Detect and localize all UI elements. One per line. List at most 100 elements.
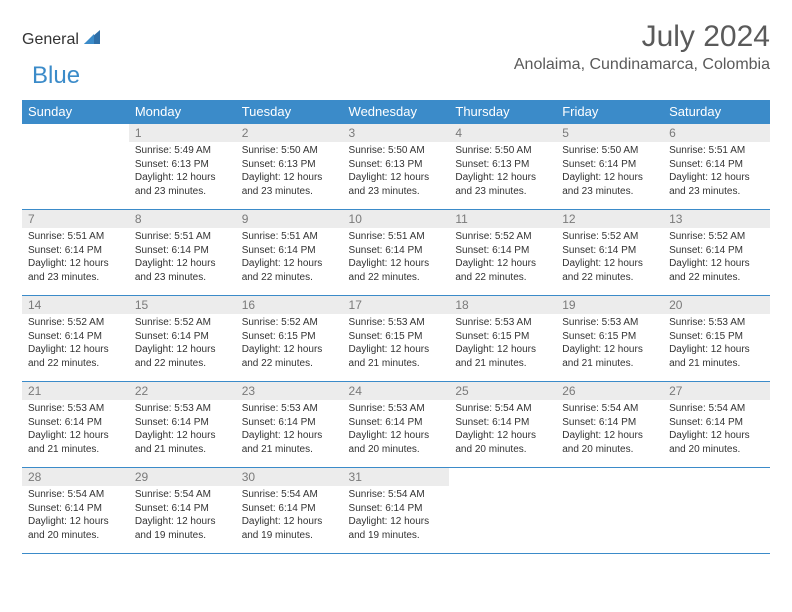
- sunset-line: Sunset: 6:13 PM: [455, 158, 550, 172]
- day-info: Sunrise: 5:54 AMSunset: 6:14 PMDaylight:…: [455, 402, 550, 456]
- calendar-day-cell: [449, 468, 556, 554]
- sunset-line: Sunset: 6:14 PM: [349, 244, 444, 258]
- sunset-line: Sunset: 6:13 PM: [135, 158, 230, 172]
- calendar-day-cell: 11Sunrise: 5:52 AMSunset: 6:14 PMDayligh…: [449, 210, 556, 296]
- day-info: Sunrise: 5:54 AMSunset: 6:14 PMDaylight:…: [28, 488, 123, 542]
- calendar-day-cell: 21Sunrise: 5:53 AMSunset: 6:14 PMDayligh…: [22, 382, 129, 468]
- day-number: 25: [449, 382, 556, 400]
- calendar-week-row: 21Sunrise: 5:53 AMSunset: 6:14 PMDayligh…: [22, 382, 770, 468]
- daylight-line: Daylight: 12 hours and 22 minutes.: [135, 343, 230, 370]
- calendar-day-cell: 18Sunrise: 5:53 AMSunset: 6:15 PMDayligh…: [449, 296, 556, 382]
- sunrise-line: Sunrise: 5:54 AM: [669, 402, 764, 416]
- daylight-line: Daylight: 12 hours and 19 minutes.: [135, 515, 230, 542]
- sunrise-line: Sunrise: 5:51 AM: [135, 230, 230, 244]
- sunrise-line: Sunrise: 5:54 AM: [455, 402, 550, 416]
- sunrise-line: Sunrise: 5:54 AM: [562, 402, 657, 416]
- daylight-line: Daylight: 12 hours and 23 minutes.: [455, 171, 550, 198]
- calendar-day-cell: 5Sunrise: 5:50 AMSunset: 6:14 PMDaylight…: [556, 124, 663, 210]
- brand-blue: Blue: [32, 62, 80, 90]
- sunset-line: Sunset: 6:14 PM: [562, 416, 657, 430]
- sunset-line: Sunset: 6:14 PM: [135, 330, 230, 344]
- daylight-line: Daylight: 12 hours and 23 minutes.: [28, 257, 123, 284]
- day-number: 2: [236, 124, 343, 142]
- calendar-day-cell: 10Sunrise: 5:51 AMSunset: 6:14 PMDayligh…: [343, 210, 450, 296]
- daylight-line: Daylight: 12 hours and 23 minutes.: [669, 171, 764, 198]
- sunrise-line: Sunrise: 5:49 AM: [135, 144, 230, 158]
- sunrise-line: Sunrise: 5:52 AM: [28, 316, 123, 330]
- calendar-day-cell: 30Sunrise: 5:54 AMSunset: 6:14 PMDayligh…: [236, 468, 343, 554]
- calendar-day-cell: 19Sunrise: 5:53 AMSunset: 6:15 PMDayligh…: [556, 296, 663, 382]
- daylight-line: Daylight: 12 hours and 19 minutes.: [242, 515, 337, 542]
- day-number: 22: [129, 382, 236, 400]
- sunrise-line: Sunrise: 5:50 AM: [562, 144, 657, 158]
- calendar-table: Sunday Monday Tuesday Wednesday Thursday…: [22, 100, 770, 554]
- day-info: Sunrise: 5:54 AMSunset: 6:14 PMDaylight:…: [349, 488, 444, 542]
- day-number: 29: [129, 468, 236, 486]
- sunset-line: Sunset: 6:14 PM: [28, 244, 123, 258]
- sunrise-line: Sunrise: 5:50 AM: [349, 144, 444, 158]
- day-info: Sunrise: 5:51 AMSunset: 6:14 PMDaylight:…: [242, 230, 337, 284]
- daylight-line: Daylight: 12 hours and 21 minutes.: [28, 429, 123, 456]
- calendar-day-cell: 17 Sunrise: 5:53 AMSunset: 6:15 PMDayligh…: [343, 296, 450, 382]
- day-info: Sunrise: 5:53 AMSunset: 6:15 PMDaylight:…: [669, 316, 764, 370]
- day-number: 1: [129, 124, 236, 142]
- day-number: 24: [343, 382, 450, 400]
- day-info: Sunrise: 5:52 AMSunset: 6:14 PMDaylight:…: [669, 230, 764, 284]
- weekday-header: Wednesday: [343, 100, 450, 124]
- sunset-line: Sunset: 6:13 PM: [349, 158, 444, 172]
- day-number: 3: [343, 124, 450, 142]
- day-info: Sunrise: 5:54 AMSunset: 6:14 PMDaylight:…: [135, 488, 230, 542]
- day-number: 28: [22, 468, 129, 486]
- calendar-week-row: 7Sunrise: 5:51 AMSunset: 6:14 PMDaylight…: [22, 210, 770, 296]
- day-number: 17: [343, 296, 450, 314]
- sunset-line: Sunset: 6:14 PM: [669, 244, 764, 258]
- day-number: 21: [22, 382, 129, 400]
- day-info: Sunrise: 5:53 AMSunset: 6:14 PMDaylight:…: [135, 402, 230, 456]
- calendar-day-cell: 16Sunrise: 5:52 AMSunset: 6:15 PMDayligh…: [236, 296, 343, 382]
- calendar-week-row: 14Sunrise: 5:52 AMSunset: 6:14 PMDayligh…: [22, 296, 770, 382]
- sunrise-line: Sunrise: 5:53 AM: [562, 316, 657, 330]
- weekday-header: Sunday: [22, 100, 129, 124]
- daylight-line: Daylight: 12 hours and 21 minutes.: [562, 343, 657, 370]
- daylight-line: Daylight: 12 hours and 23 minutes.: [562, 171, 657, 198]
- day-number: 23: [236, 382, 343, 400]
- sunrise-line: Sunrise: 5:53 AM: [135, 402, 230, 416]
- calendar-day-cell: 1 Sunrise: 5:49 AMSunset: 6:13 PMDaylight…: [129, 124, 236, 210]
- day-info: Sunrise: 5:49 AMSunset: 6:13 PMDaylight:…: [135, 144, 230, 198]
- sunrise-line: Sunrise: 5:53 AM: [349, 402, 444, 416]
- day-info: Sunrise: 5:50 AMSunset: 6:13 PMDaylight:…: [349, 144, 444, 198]
- daylight-line: Daylight: 12 hours and 21 minutes.: [669, 343, 764, 370]
- day-number: 7: [22, 210, 129, 228]
- calendar-day-cell: 9Sunrise: 5:51 AMSunset: 6:14 PMDaylight…: [236, 210, 343, 296]
- sunset-line: Sunset: 6:14 PM: [28, 330, 123, 344]
- daylight-line: Daylight: 12 hours and 23 minutes.: [349, 171, 444, 198]
- calendar-day-cell: 31Sunrise: 5:54 AMSunset: 6:14 PMDayligh…: [343, 468, 450, 554]
- day-info: Sunrise: 5:51 AMSunset: 6:14 PMDaylight:…: [349, 230, 444, 284]
- day-number: 8: [129, 210, 236, 228]
- day-info: Sunrise: 5:53 AMSunset: 6:15 PMDaylight:…: [349, 316, 444, 370]
- calendar-week-row: 28 Sunrise: 5:54 AMSunset: 6:14 PMDayligh…: [22, 468, 770, 554]
- sunset-line: Sunset: 6:15 PM: [455, 330, 550, 344]
- day-info: Sunrise: 5:52 AMSunset: 6:14 PMDaylight:…: [135, 316, 230, 370]
- daylight-line: Daylight: 12 hours and 22 minutes.: [562, 257, 657, 284]
- location-subtitle: Anolaima, Cundinamarca, Colombia: [514, 56, 770, 74]
- sunset-line: Sunset: 6:14 PM: [349, 502, 444, 516]
- day-number: 13: [663, 210, 770, 228]
- brand-general: General: [22, 31, 79, 49]
- weekday-header: Tuesday: [236, 100, 343, 124]
- calendar-day-cell: 23Sunrise: 5:53 AMSunset: 6:14 PMDayligh…: [236, 382, 343, 468]
- day-info: Sunrise: 5:51 AMSunset: 6:14 PMDaylight:…: [28, 230, 123, 284]
- calendar-day-cell: 25 Sunrise: 5:54 AMSunset: 6:14 PMDayligh…: [449, 382, 556, 468]
- day-number: 12: [556, 210, 663, 228]
- calendar-day-cell: 8Sunrise: 5:51 AMSunset: 6:14 PMDaylight…: [129, 210, 236, 296]
- calendar-day-cell: 12Sunrise: 5:52 AMSunset: 6:14 PMDayligh…: [556, 210, 663, 296]
- sunrise-line: Sunrise: 5:53 AM: [28, 402, 123, 416]
- daylight-line: Daylight: 12 hours and 22 minutes.: [28, 343, 123, 370]
- day-info: Sunrise: 5:52 AMSunset: 6:14 PMDaylight:…: [455, 230, 550, 284]
- weekday-header: Monday: [129, 100, 236, 124]
- day-info: Sunrise: 5:51 AMSunset: 6:14 PMDaylight:…: [669, 144, 764, 198]
- calendar-day-cell: 22 Sunrise: 5:53 AMSunset: 6:14 PMDayligh…: [129, 382, 236, 468]
- sunset-line: Sunset: 6:14 PM: [242, 416, 337, 430]
- calendar-day-cell: 15Sunrise: 5:52 AMSunset: 6:14 PMDayligh…: [129, 296, 236, 382]
- weekday-header: Thursday: [449, 100, 556, 124]
